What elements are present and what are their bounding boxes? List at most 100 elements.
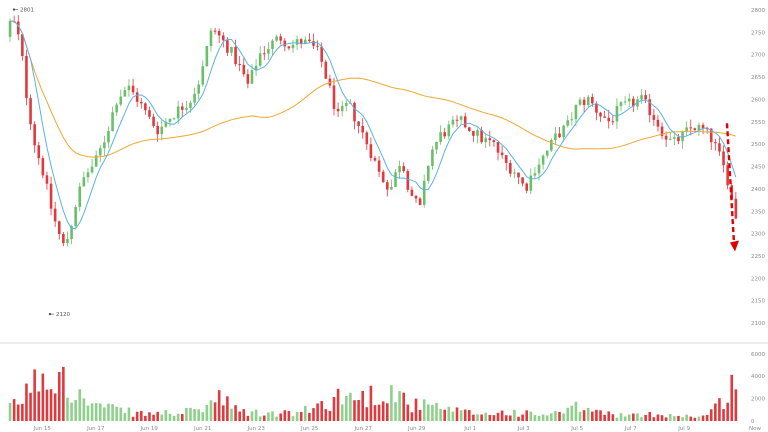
volume-bar [33,369,36,421]
candle-body [550,139,553,151]
x-tick-label: Jun 25 [300,426,319,432]
volume-bar [472,414,475,421]
volume-bar [500,410,504,421]
candle-body [262,53,266,55]
x-tick-label-now: Now [749,426,761,432]
candle-body [172,118,176,120]
volume-bar [591,411,594,421]
candle-body [176,106,180,119]
candle-body [652,115,656,120]
candle-body [107,131,110,143]
volume-bar [279,413,282,421]
volume-bar [12,399,16,421]
volume-bar [554,411,557,421]
volume-bar [582,410,586,421]
candle-body [406,171,410,190]
volume-bar [103,407,106,421]
candle-body [332,85,336,109]
candle-body [496,141,500,153]
candle-body [353,102,356,122]
volume-bar [275,416,278,421]
candle-body [70,225,73,240]
candle-body [640,95,643,100]
candle-body [98,148,102,156]
volume-bar [148,412,151,421]
volume-bars [8,366,738,421]
volume-bar [709,409,713,421]
candle-body [689,127,693,129]
volume-bar [37,391,41,421]
candle-body [45,175,49,184]
candle-body [623,101,627,103]
volume-bar [521,414,524,421]
candle-body [677,137,680,142]
high-label: 2801 [20,8,34,14]
volume-bar [193,408,196,421]
volume-bar [230,408,233,421]
volume-bar [550,413,553,421]
volume-bar [160,414,164,421]
volume-bar [722,409,725,421]
candle-body [135,92,139,102]
volume-bar [627,414,631,421]
candle-body [701,124,705,129]
x-tick-label: Jul 3 [517,426,530,432]
volume-bar [636,413,639,421]
candle-body [279,36,282,41]
volume-bar [316,403,319,421]
moving-averages [10,20,737,230]
candle-body [275,36,278,41]
volume-bar [648,411,652,421]
volume-bar [357,399,360,421]
candle-body [447,124,451,137]
candle-body [25,56,28,99]
volume-bar [127,407,131,421]
low-label: 2120 [56,312,70,318]
volume-bar [566,407,570,421]
volume-bar [152,414,155,421]
candle-body [156,125,159,135]
candle-body [509,162,512,174]
candle-body [468,127,471,131]
volume-bar [213,402,217,421]
x-tick-label: Jun 23 [247,426,266,432]
volume-bar [570,405,574,421]
candle-body [734,198,738,219]
candle-body [381,171,385,183]
volume-bar [349,392,352,421]
volume-bar [185,408,188,421]
x-tick-label: Jun 21 [193,426,211,432]
candle-body [49,183,53,209]
volume-bar [615,417,619,421]
volume-tick-label: 4000 [751,374,765,380]
candle-body [123,90,127,97]
volume-bar [685,414,688,421]
candle-body [603,116,606,118]
candle-body [398,166,401,173]
candle-body [254,65,258,71]
candle-body [668,138,672,140]
volume-bar [226,396,229,421]
volume-bar [480,414,483,421]
candle-body [480,130,483,143]
candle-body [533,173,537,176]
volume-bar [107,403,110,421]
volume-bar [45,389,49,421]
volume-bar [172,415,176,421]
candle-body [513,172,516,174]
candle-body [521,177,524,184]
volume-bar [324,409,328,421]
candle-body [463,116,467,128]
candle-body [86,172,90,178]
volume-bar [513,409,516,421]
y-tick-label: 2450 [751,165,765,171]
candle-body [144,103,147,111]
volume-bar [86,405,90,421]
volume-bar [242,409,246,421]
volume-bar [176,413,180,421]
y-tick-label: 2100 [751,321,765,327]
candle-body [385,182,389,190]
y-tick-label: 2600 [751,97,765,103]
candle-body [697,124,701,131]
